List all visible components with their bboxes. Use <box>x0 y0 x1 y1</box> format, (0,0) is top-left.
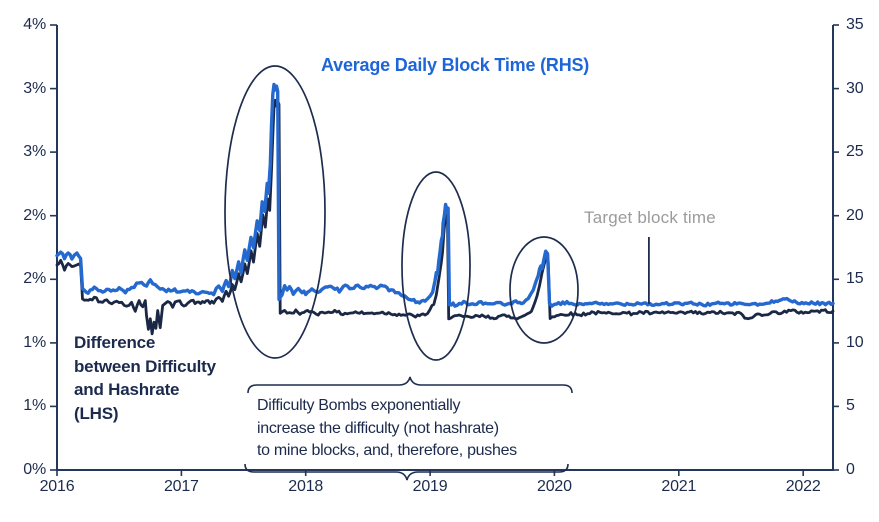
difficulty-bomb-ellipse-3 <box>509 236 579 344</box>
difficulty-bomb-note-line: to mine blocks, and, therefore, pushes <box>257 442 517 460</box>
x-axis-tick-label: 2021 <box>661 478 697 495</box>
brace-top <box>247 376 573 394</box>
left-axis-tick-label: 0% <box>23 461 46 478</box>
left-axis-tick-label: 3% <box>23 143 46 161</box>
lhs-series-label-line: and Hashrate <box>74 380 180 399</box>
axis-frame <box>56 25 834 471</box>
left-axis-tick-label: 4% <box>23 16 46 33</box>
right-axis-tick-label: 0 <box>846 461 855 478</box>
lhs-series-label-line: (LHS) <box>74 403 119 423</box>
chart-title: Average Daily Block Time (RHS) <box>321 55 590 75</box>
x-axis-tick-label: 2020 <box>537 478 572 495</box>
left-axis-tick-label: 2% <box>23 206 46 224</box>
x-axis-tick-label: 2016 <box>39 478 75 495</box>
x-axis-tick-label: 2019 <box>412 478 448 495</box>
right-axis-tick-label: 10 <box>846 333 864 351</box>
left-axis-tick-label: 1% <box>23 333 46 351</box>
lhs-series-label: Difference between Difficulty and Hashrate… <box>74 331 216 425</box>
right-axis-tick-label: 20 <box>846 206 864 224</box>
lhs-series-label-line: between Difficulty <box>74 356 216 376</box>
difficulty-bomb-note-line: Difficulty Bombs exponentially <box>257 397 461 414</box>
right-axis-tick-label: 15 <box>846 270 864 288</box>
difficulty-bomb-note-line: increase the difficulty (not hashrate) <box>257 419 499 437</box>
left-axis-tick-label: 1% <box>23 397 46 415</box>
right-axis-tick-label: 5 <box>846 397 855 415</box>
brace-bottom <box>244 463 569 481</box>
left-axis-tick-label: 3% <box>23 79 46 97</box>
x-axis-tick-label: 2022 <box>785 478 821 495</box>
right-axis-tick-label: 35 <box>846 16 864 33</box>
x-axis-tick-label: 2018 <box>288 478 324 495</box>
right-axis-tick-label: 30 <box>846 79 864 97</box>
series-avg-daily-block-time <box>55 82 835 308</box>
right-axis-tick-label: 25 <box>846 143 864 161</box>
target-block-time-label: Target block time <box>584 208 716 227</box>
lhs-series-label-line: Difference <box>74 333 156 352</box>
difficulty-bomb-ellipse-2 <box>401 171 471 361</box>
difficulty-bomb-ellipse-1 <box>224 65 326 359</box>
left-axis-tick-label: 2% <box>23 270 46 288</box>
x-axis-tick-label: 2017 <box>163 478 199 495</box>
difficulty-bomb-note: Difficulty Bombs exponentially increase t… <box>257 395 517 463</box>
